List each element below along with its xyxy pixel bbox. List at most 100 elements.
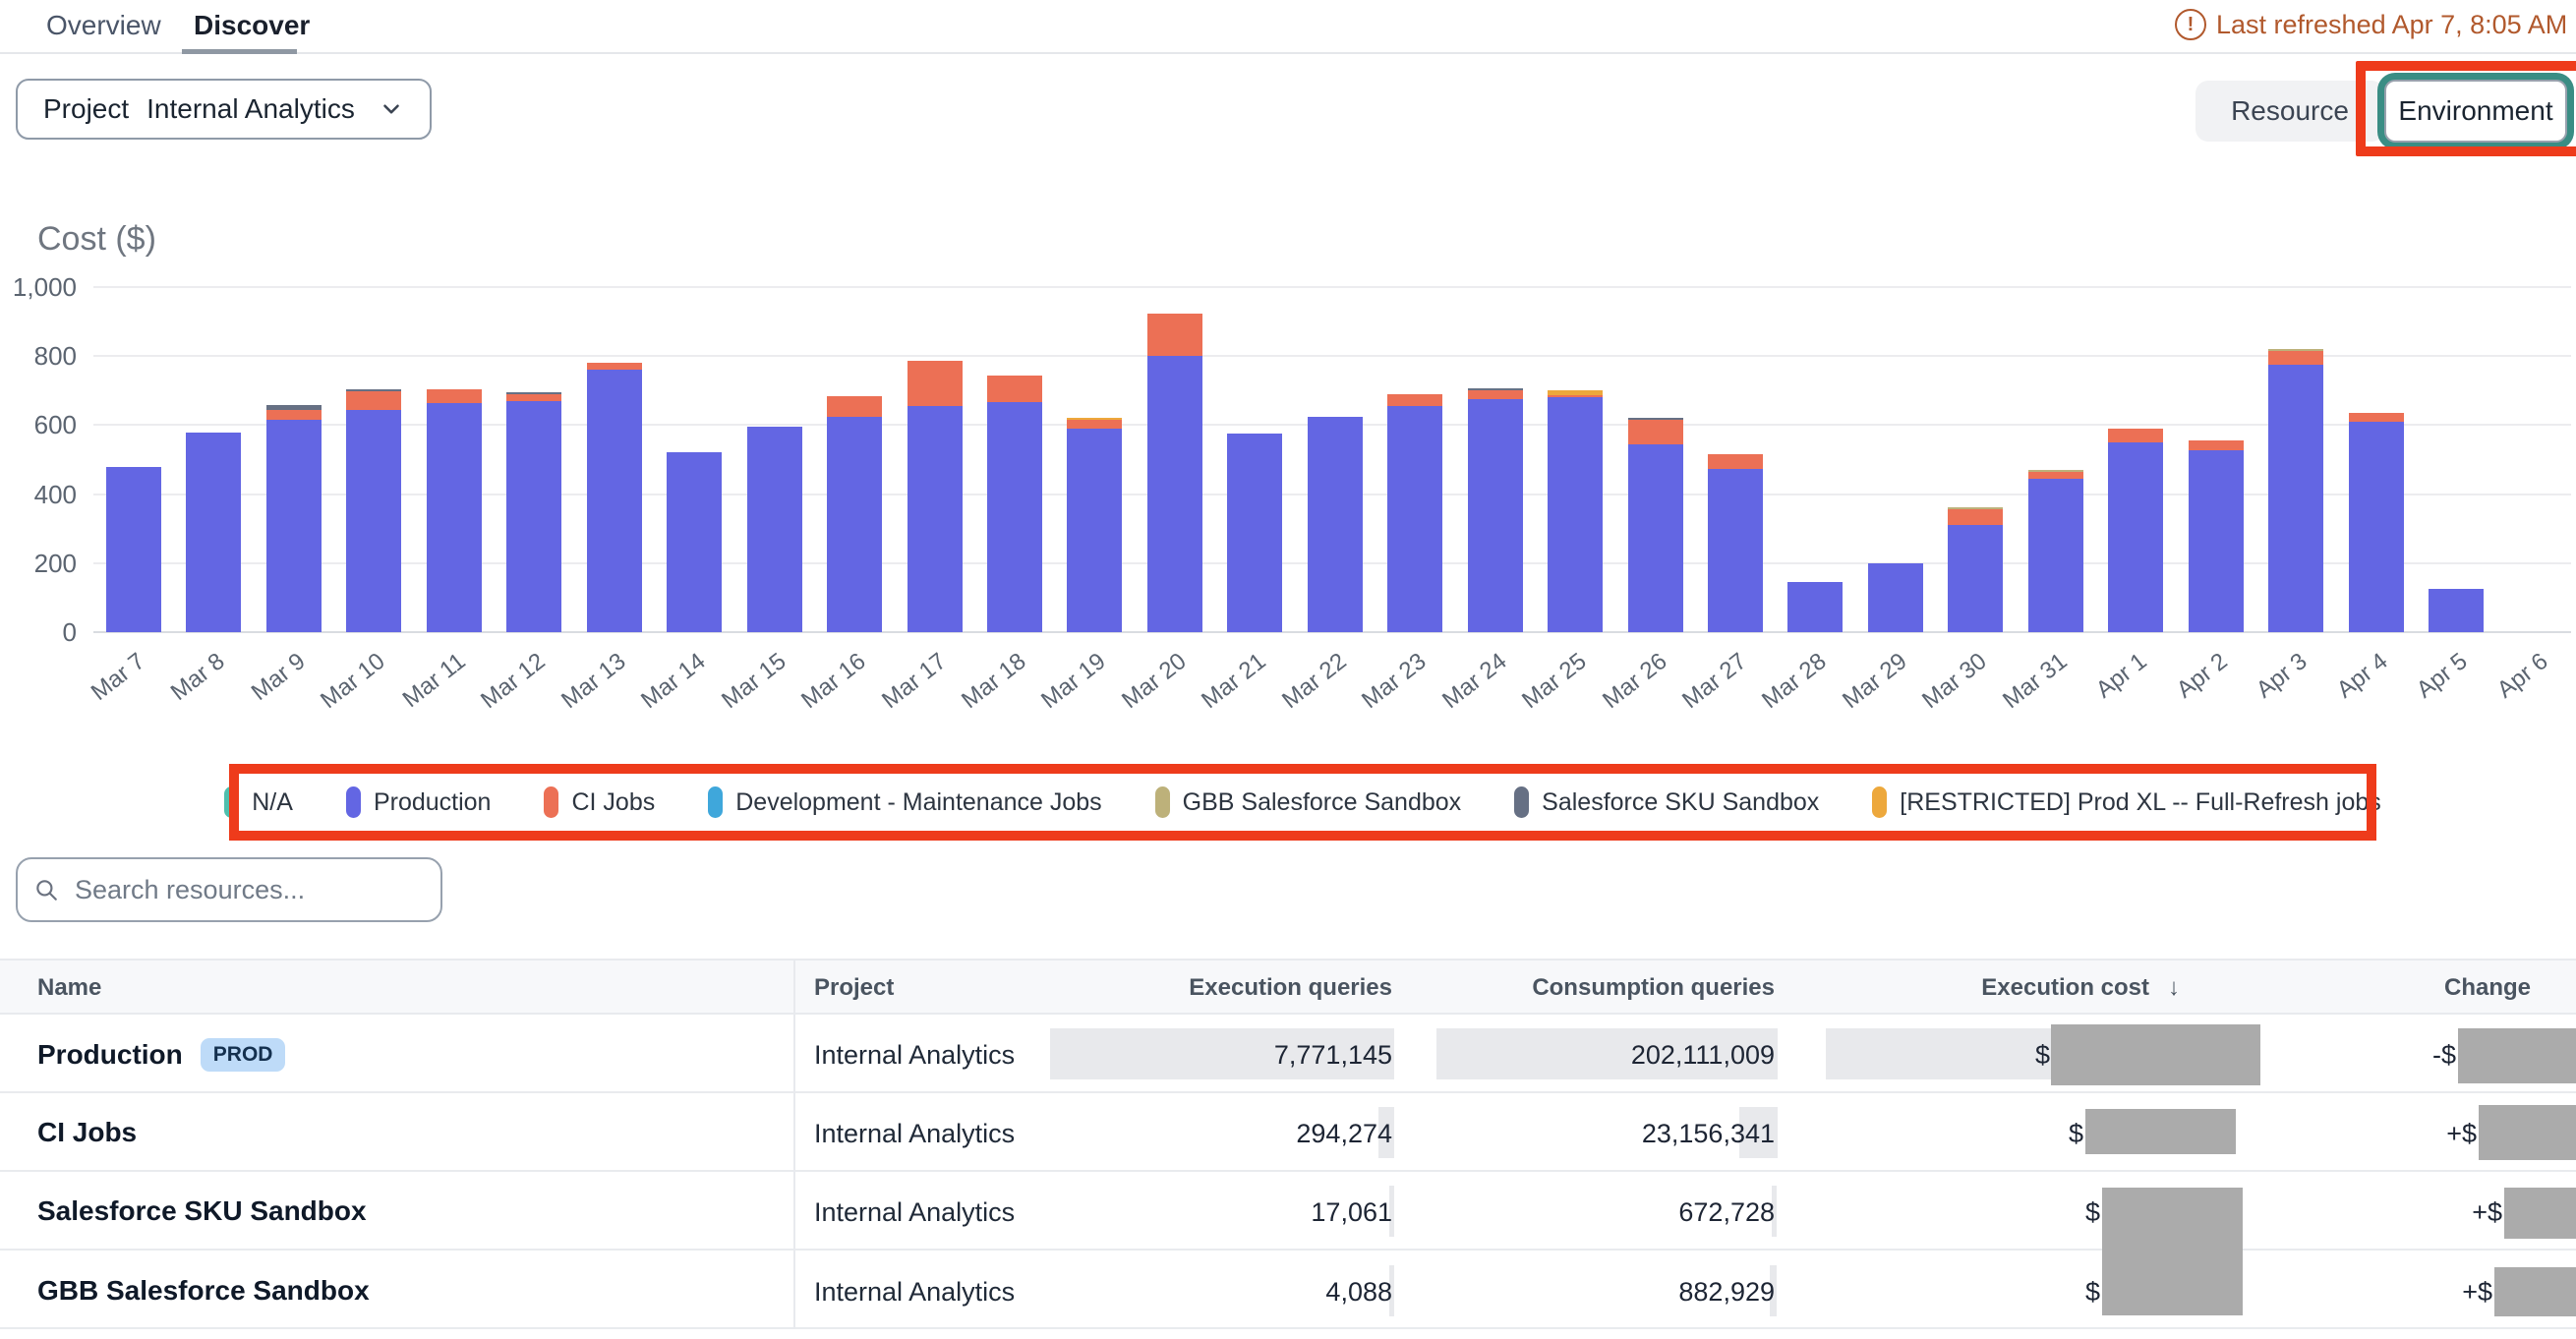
redacted-change [2458, 1028, 2576, 1083]
bar-segment [827, 417, 882, 632]
bar-segment [1548, 390, 1603, 395]
gridline [93, 355, 2571, 357]
resource-name: Salesforce SKU Sandbox [37, 1195, 367, 1227]
bar-segment [1067, 418, 1122, 420]
bar-segment [1948, 509, 2003, 525]
search-icon [33, 875, 59, 904]
col-consumption-queries[interactable]: Consumption queries [1532, 974, 1775, 1002]
tab-overview[interactable]: Overview [46, 10, 161, 41]
redacted-change [2504, 1188, 2576, 1239]
toggle-environment-label: Environment [2398, 95, 2552, 127]
table-row[interactable]: Salesforce SKU Sandbox Internal Analytic… [0, 1172, 2576, 1251]
bar-segment [1787, 582, 1843, 632]
redacted-change [2494, 1267, 2576, 1316]
bar-segment [506, 394, 561, 401]
table-row[interactable]: Production PROD Internal Analytics 7,771… [0, 1015, 2576, 1093]
bar-segment [747, 427, 802, 632]
bar-segment [1548, 397, 1603, 632]
search-input[interactable] [73, 874, 425, 906]
execution-queries-value: 294,274 [1296, 1119, 1392, 1149]
last-refreshed-text: Last refreshed Apr 7, 8:05 AM PD [2216, 10, 2576, 40]
bar-segment [1548, 395, 1603, 398]
alert-circle-icon: ! [2175, 9, 2206, 40]
legend-item[interactable]: GBB Salesforce Sandbox [1155, 786, 1462, 818]
bar-segment [1147, 314, 1202, 356]
toggle-environment-button[interactable]: Environment [2384, 80, 2567, 143]
bar-segment [1628, 444, 1683, 632]
bar-segment [1468, 390, 1523, 399]
bar-segment [1708, 469, 1763, 632]
project-filter-value: Internal Analytics [146, 93, 355, 125]
bar-segment [346, 389, 401, 391]
bar-segment [427, 389, 482, 403]
project-cell: Internal Analytics [814, 1119, 1015, 1149]
bar-segment [266, 405, 322, 409]
bar-segment [2268, 365, 2323, 632]
y-tick-label: 400 [0, 480, 77, 510]
toggle-resource-button[interactable]: Resource [2195, 81, 2384, 142]
chart-plot [93, 287, 2571, 632]
bar-segment [1948, 525, 2003, 632]
chart-legend: N/AProductionCI JobsDevelopment - Mainte… [229, 764, 2376, 841]
bar-segment [506, 392, 561, 394]
bar-segment [1147, 356, 1202, 632]
col-project[interactable]: Project [814, 974, 894, 1002]
sort-desc-arrow-icon[interactable]: ↓ [2168, 974, 2180, 1002]
execution-queries-value: 4,088 [1325, 1277, 1392, 1308]
table-row[interactable]: CI Jobs Internal Analytics 294,274 23,15… [0, 1093, 2576, 1172]
bar-segment [2349, 413, 2404, 422]
bar-segment [907, 361, 963, 406]
legend-item[interactable]: Production [346, 786, 492, 818]
bar-segment [427, 403, 482, 632]
bar-segment [1468, 399, 1523, 632]
legend-item[interactable]: [RESTRICTED] Prod XL -- Full-Refresh job… [1872, 786, 2380, 818]
legend-item[interactable]: CI Jobs [544, 786, 655, 818]
bar-segment [2028, 470, 2083, 472]
legend-item[interactable]: Salesforce SKU Sandbox [1514, 786, 1819, 818]
change-sign: +$ [2462, 1277, 2492, 1308]
execution-cost-currency: $ [2085, 1277, 2100, 1308]
tab-discover[interactable]: Discover [194, 10, 310, 41]
bar-segment [667, 452, 722, 632]
legend-label: Salesforce SKU Sandbox [1542, 788, 1819, 817]
bar-segment [1227, 434, 1282, 632]
bar-segment [1948, 507, 2003, 509]
chevron-down-icon [379, 96, 404, 122]
y-tick-label: 1,000 [0, 272, 77, 303]
col-name[interactable]: Name [37, 974, 101, 1002]
bar-segment [2108, 429, 2163, 442]
bar-segment [2268, 349, 2323, 351]
legend-label: Production [374, 788, 492, 817]
execution-cost-currency: $ [2085, 1197, 2100, 1228]
bar-segment [2108, 442, 2163, 632]
bar-segment [907, 406, 963, 632]
y-tick-label: 600 [0, 410, 77, 440]
resource-name-text: GBB Salesforce Sandbox [37, 1275, 370, 1307]
col-execution-cost[interactable]: Execution cost [1981, 974, 2149, 1002]
bar-segment [2189, 440, 2244, 450]
change-sign: +$ [2472, 1197, 2502, 1228]
bar-segment [1067, 420, 1122, 429]
bar-segment [346, 410, 401, 632]
bar-segment [266, 410, 322, 421]
legend-item[interactable]: N/A [224, 786, 293, 818]
y-tick-label: 200 [0, 549, 77, 579]
bar-segment [1387, 394, 1442, 406]
col-change[interactable]: Change [2444, 974, 2531, 1002]
bar-segment [1067, 429, 1122, 632]
bar-segment [2429, 589, 2484, 632]
legend-label: Development - Maintenance Jobs [735, 788, 1101, 817]
y-tick-label: 0 [0, 617, 77, 648]
y-tick-label: 800 [0, 341, 77, 372]
redacted-change [2479, 1105, 2576, 1160]
bar-segment [1308, 417, 1363, 632]
bar-segment [987, 402, 1042, 632]
bar-segment [1628, 420, 1683, 444]
legend-item[interactable]: Development - Maintenance Jobs [708, 786, 1101, 818]
last-refreshed-status: ! Last refreshed Apr 7, 8:05 AM PD [2175, 9, 2576, 40]
project-filter-dropdown[interactable]: Project Internal Analytics [16, 79, 432, 140]
resource-name: GBB Salesforce Sandbox [37, 1275, 370, 1307]
change-sign: -$ [2432, 1040, 2456, 1071]
col-execution-queries[interactable]: Execution queries [1189, 974, 1392, 1002]
bar-segment [2028, 479, 2083, 632]
